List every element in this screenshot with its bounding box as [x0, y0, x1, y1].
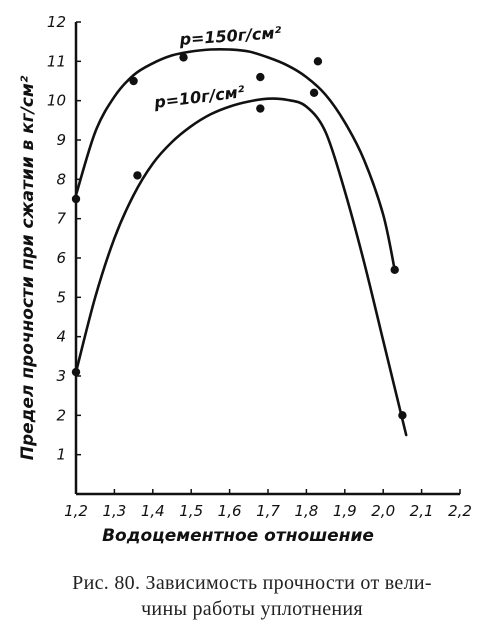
x-tick-label: 1,2	[64, 502, 88, 520]
x-tick-label: 1,9	[333, 502, 357, 520]
x-tick-label: 2,2	[448, 502, 472, 520]
caption-line-2: чины работы уплотнения	[141, 598, 363, 620]
y-tick-label: 12	[47, 13, 66, 31]
x-tick-label: 1,5	[179, 502, 203, 520]
data-point-0	[313, 57, 323, 66]
data-point-0	[179, 53, 188, 62]
x-tick-labels: 1,2 1,3 1,4 1,5 1,6 1,7 1,8 1,9 2,0 2,1 2,2	[64, 502, 472, 520]
axes	[74, 21, 461, 496]
data-point-1	[398, 411, 407, 420]
y-tick-label: 3	[56, 367, 66, 385]
data-point-0	[129, 76, 138, 86]
caption-line-1: Рис. 80. Зависимость прочности от вели-	[72, 572, 432, 594]
y-tick-label: 10	[47, 92, 66, 110]
data-point-0	[71, 194, 81, 204]
curves	[74, 47, 408, 437]
y-tick-label: 1	[56, 446, 66, 464]
y-tick-label: 8	[56, 170, 66, 188]
y-tick-label: 4	[56, 328, 66, 346]
figure-caption: Рис. 80. Зависимость прочности от вели- …	[0, 570, 504, 622]
data-points	[71, 53, 407, 420]
x-tick-label: 1,4	[141, 502, 165, 520]
x-tick-label: 1,7	[256, 502, 280, 520]
x-axis-label: Водоцементное отношение	[102, 526, 374, 546]
data-point-0	[256, 72, 265, 82]
data-point-1	[256, 104, 265, 113]
y-tick-label: 5	[56, 288, 66, 306]
x-tick-label: 1,3	[102, 502, 126, 520]
y-tick-label: 2	[56, 406, 66, 424]
y-tick-label: 7	[56, 210, 66, 228]
y-tick-label: 9	[56, 131, 66, 149]
series-label-10: p=10г/см²	[152, 82, 246, 112]
data-point-1	[309, 88, 319, 98]
series-line-1	[74, 97, 408, 437]
data-point-1	[133, 171, 142, 180]
x-tick-label: 2,0	[371, 502, 395, 520]
x-tick-label: 2,1	[410, 502, 434, 520]
data-point-0	[390, 265, 399, 274]
y-tick-label: 11	[47, 52, 66, 70]
series-line-0	[74, 47, 396, 272]
series-label-150: p=150г/см²	[178, 23, 282, 49]
y-axis-label: Предел прочности при сжатии в кг/см²	[18, 75, 38, 460]
data-point-1	[71, 367, 81, 377]
y-tick-label: 6	[56, 249, 66, 267]
x-tick-label: 1,8	[294, 502, 318, 520]
x-tick-label: 1,6	[218, 502, 242, 520]
